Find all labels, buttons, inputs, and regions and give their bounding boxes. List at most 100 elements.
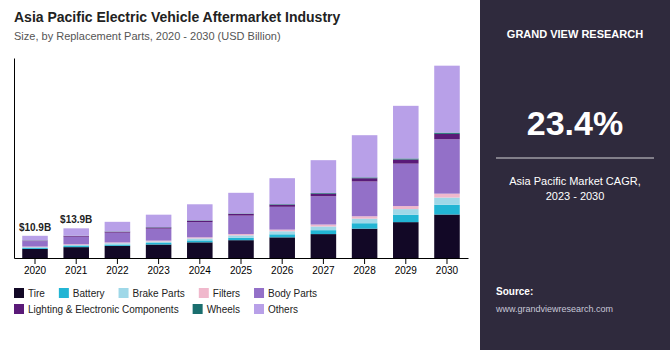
bar-segment: [352, 219, 378, 224]
bar-segment: [187, 238, 213, 240]
x-tick-mark: [446, 258, 447, 264]
bar-segment: [434, 66, 460, 133]
cagr-value: 23.4%: [527, 104, 623, 142]
bar-segment: [269, 207, 295, 230]
x-tick: 2022: [106, 258, 129, 276]
bar-segment: [105, 222, 131, 232]
legend-label: Others: [268, 304, 298, 315]
bar-segment: [105, 246, 131, 258]
chart: Asia Pacific Electric Vehicle Aftermarke…: [0, 0, 670, 350]
legend-swatch: [254, 288, 264, 298]
bar-segment: [393, 158, 419, 159]
bar-segment: [63, 237, 89, 245]
bar-segment: [228, 234, 254, 235]
legend-swatch: [119, 288, 129, 298]
bar-segment: [146, 241, 172, 243]
divider: [496, 158, 654, 159]
subtitle: Size, by Replacement Parts, 2020 - 2030 …: [14, 30, 281, 42]
bar-segment: [146, 245, 172, 258]
bar-segment: [187, 221, 213, 222]
x-tick-mark: [35, 258, 36, 264]
bar-segment: [146, 229, 172, 241]
bar-segment: [228, 193, 254, 214]
bar-segment: [105, 233, 131, 243]
legend-item: Battery: [59, 288, 105, 299]
legend-label: Filters: [213, 288, 240, 299]
x-tick-mark: [282, 258, 283, 264]
cagr-label: Asia Pacific Market CAGR,2023 - 2030: [509, 175, 640, 202]
bar-segment: [146, 227, 172, 228]
bar-segment: [228, 240, 254, 258]
y-axis: [14, 59, 15, 259]
legend-swatch: [199, 288, 209, 298]
title: Asia Pacific Electric Vehicle Aftermarke…: [14, 9, 341, 25]
bar-segment: [393, 160, 419, 164]
bar-segment: [269, 231, 295, 234]
legend: TireBatteryBrake PartsFiltersBody PartsL…: [14, 288, 317, 315]
x-tick-label: 2025: [230, 265, 253, 276]
bar-segment: [269, 230, 295, 232]
bar-segment: [434, 205, 460, 215]
bar-segment: [393, 215, 419, 222]
bar-segment: [22, 248, 48, 250]
x-tick-label: 2020: [24, 265, 47, 276]
x-tick: 2023: [147, 258, 170, 276]
bar-segment: [393, 209, 419, 215]
x-tick-mark: [158, 258, 159, 264]
legend-label: Tire: [28, 288, 45, 299]
bar-segment: [22, 249, 48, 258]
x-tick-mark: [241, 258, 242, 264]
x-tick: 2020: [24, 258, 47, 276]
bar-segment: [187, 237, 213, 238]
legend-swatch: [254, 304, 264, 314]
sidebar-background: [480, 0, 670, 350]
bar-segment: [311, 225, 337, 227]
bar-segment: [187, 204, 213, 220]
bar-segment: [63, 246, 89, 247]
bar-segment: [352, 229, 378, 258]
legend-item: Wheels: [193, 304, 240, 315]
x-tick: 2030: [436, 258, 459, 276]
y-axis-line: [14, 59, 15, 259]
bar-segment: [352, 178, 378, 181]
bar-segment: [63, 228, 89, 235]
bar-segment: [311, 230, 337, 234]
legend-swatch: [59, 288, 69, 298]
background: [0, 0, 670, 350]
legend-item: Lighting & Electronic Components: [14, 304, 179, 315]
legend-label: Wheels: [207, 304, 240, 315]
bars: [22, 66, 460, 258]
bar-segment: [105, 243, 131, 244]
x-axis: 2020202120222023202420252026202720282029…: [15, 258, 469, 276]
x-tick: 2028: [353, 258, 376, 276]
bar-segment: [228, 214, 254, 216]
x-tick: 2026: [271, 258, 294, 276]
bar-segment: [393, 222, 419, 258]
bar-segment: [311, 194, 337, 197]
bar-segment: [434, 134, 460, 139]
legend-swatch: [14, 288, 24, 298]
bar-segment: [269, 178, 295, 204]
bar-segment: [228, 238, 254, 240]
bar-segment: [393, 206, 419, 209]
bar-segment: [311, 226, 337, 230]
x-tick-label: 2024: [189, 265, 212, 276]
sidebar: GRAND VIEW RESEARCH23.4%Asia Pacific Mar…: [480, 0, 670, 350]
bar-segment: [352, 181, 378, 216]
bar-segment: [352, 223, 378, 228]
legend-label: Battery: [73, 288, 105, 299]
legend-item: Brake Parts: [119, 288, 185, 299]
x-tick-label: 2027: [312, 265, 335, 276]
x-tick-mark: [323, 258, 324, 264]
legend-label: Lighting & Electronic Components: [28, 304, 179, 315]
x-tick-mark: [117, 258, 118, 264]
bar-segment: [269, 205, 295, 207]
x-tick-label: 2028: [353, 265, 376, 276]
x-tick-mark: [364, 258, 365, 264]
x-tick: 2027: [312, 258, 335, 276]
bar-segment: [393, 106, 419, 159]
x-tick-mark: [405, 258, 406, 264]
bar-segment: [187, 242, 213, 258]
x-tick: 2025: [230, 258, 253, 276]
x-tick-label: 2023: [147, 265, 170, 276]
